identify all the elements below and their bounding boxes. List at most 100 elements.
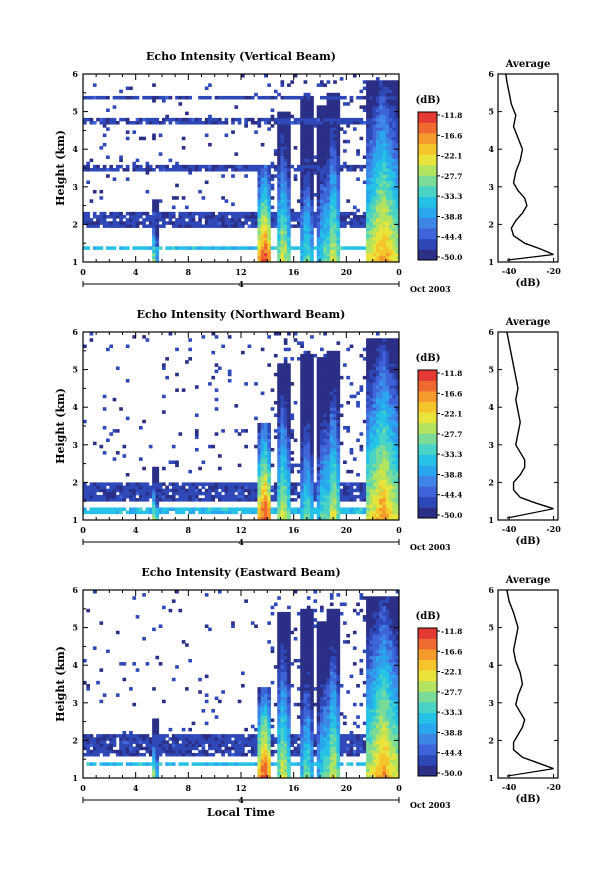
heatmap-cell bbox=[267, 492, 271, 496]
heatmap-cell bbox=[389, 140, 393, 144]
heatmap-cell bbox=[386, 249, 390, 253]
heatmap-cell bbox=[376, 360, 380, 364]
heatmap-cell bbox=[323, 504, 327, 508]
heatmap-cell bbox=[119, 221, 123, 225]
heatmap-cell bbox=[366, 209, 370, 213]
heatmap-cell bbox=[366, 240, 370, 244]
heatmap-cell bbox=[300, 102, 304, 106]
heatmap-cell bbox=[300, 108, 304, 112]
heatmap-cell bbox=[234, 215, 238, 219]
heatmap-cell bbox=[93, 442, 97, 446]
heatmap-cell bbox=[86, 224, 90, 228]
heatmap-cell bbox=[155, 467, 159, 471]
heatmap-cell bbox=[350, 218, 354, 222]
heatmap-cell bbox=[383, 93, 387, 97]
heatmap-cell bbox=[99, 507, 103, 511]
heatmap-cell bbox=[327, 501, 331, 505]
heatmap-cell bbox=[336, 492, 340, 496]
heatmap-cell bbox=[350, 451, 354, 455]
heatmap-cell bbox=[376, 451, 380, 455]
heatmap-cell bbox=[369, 495, 373, 499]
heatmap-cell bbox=[261, 199, 265, 203]
heatmap-cell bbox=[231, 168, 235, 172]
heatmap-cell bbox=[126, 750, 130, 754]
heatmap-cell bbox=[373, 137, 377, 141]
heatmap-cell bbox=[287, 467, 291, 471]
heatmap-cell bbox=[300, 385, 304, 389]
heatmap-cell bbox=[99, 212, 103, 216]
heatmap-cell bbox=[373, 498, 377, 502]
heatmap-cell bbox=[241, 429, 245, 433]
heatmap-cell bbox=[366, 231, 370, 235]
heatmap-cell bbox=[96, 747, 100, 751]
heatmap-cell bbox=[304, 218, 308, 222]
heatmap-cell bbox=[376, 152, 380, 156]
heatmap-cell bbox=[366, 495, 370, 499]
heatmap-cell bbox=[373, 370, 377, 374]
heatmap-cell bbox=[307, 102, 311, 106]
heatmap-cell bbox=[136, 750, 140, 754]
heatmap-cell bbox=[152, 218, 156, 222]
heatmap-cell bbox=[373, 489, 377, 493]
heatmap-cell bbox=[281, 492, 285, 496]
heatmap-cell bbox=[323, 439, 327, 443]
heatmap-cell bbox=[261, 432, 265, 436]
heatmap-cell bbox=[333, 426, 337, 430]
heatmap-cell bbox=[323, 193, 327, 197]
heatmap-cell bbox=[389, 395, 393, 399]
heatmap-cell bbox=[211, 351, 215, 355]
heatmap-cell bbox=[330, 134, 334, 138]
heatmap-cell bbox=[392, 423, 396, 427]
heatmap-cell bbox=[116, 495, 120, 499]
heatmap-cell bbox=[320, 498, 324, 502]
heatmap-cell bbox=[96, 218, 100, 222]
heatmap-cell bbox=[386, 435, 390, 439]
heatmap-cell bbox=[155, 759, 159, 763]
heatmap-cell bbox=[284, 165, 288, 169]
heatmap-cell bbox=[392, 215, 396, 219]
heatmap-cell bbox=[386, 212, 390, 216]
heatmap-cell bbox=[333, 143, 337, 147]
heatmap-cell bbox=[106, 168, 110, 172]
heatmap-cell bbox=[383, 504, 387, 508]
heatmap-cell bbox=[366, 479, 370, 483]
heatmap-cell bbox=[162, 498, 166, 502]
heatmap-cell bbox=[90, 168, 94, 172]
heatmap-cell bbox=[126, 224, 130, 228]
heatmap-cell bbox=[317, 234, 321, 238]
heatmap-cell bbox=[379, 504, 383, 508]
heatmap-cell bbox=[310, 218, 314, 222]
heatmap-cell bbox=[149, 753, 153, 757]
heatmap-cell bbox=[310, 489, 314, 493]
heatmap-cell bbox=[300, 187, 304, 191]
heatmap-cell bbox=[287, 398, 291, 402]
heatmap-cell bbox=[267, 209, 271, 213]
heatmap-cell bbox=[323, 134, 327, 138]
heatmap-cell bbox=[363, 482, 367, 486]
heatmap-cell bbox=[274, 482, 278, 486]
heatmap-cell bbox=[257, 228, 261, 232]
heatmap-cell bbox=[330, 184, 334, 188]
heatmap-cell bbox=[126, 218, 130, 222]
heatmap-cell bbox=[284, 385, 288, 389]
heatmap-cell bbox=[366, 152, 370, 156]
heatmap-cell bbox=[333, 457, 337, 461]
heatmap-cell bbox=[379, 379, 383, 383]
heatmap-cell bbox=[376, 253, 380, 257]
heatmap-cell bbox=[106, 215, 110, 219]
heatmap-cell bbox=[343, 426, 347, 430]
heatmap-cell bbox=[251, 221, 255, 225]
heatmap-cell bbox=[304, 370, 308, 374]
heatmap-cell bbox=[330, 143, 334, 147]
heatmap-cell bbox=[188, 165, 192, 169]
heatmap-cell bbox=[132, 489, 136, 493]
heatmap-cell bbox=[307, 149, 311, 153]
heatmap-cell bbox=[376, 442, 380, 446]
heatmap-cell bbox=[290, 80, 294, 84]
heatmap-cell bbox=[146, 744, 150, 748]
heatmap-cell bbox=[327, 498, 331, 502]
heatmap-cell bbox=[333, 470, 337, 474]
heatmap-cell bbox=[307, 401, 311, 405]
heatmap-cell bbox=[221, 212, 225, 216]
heatmap-cell bbox=[251, 486, 255, 490]
